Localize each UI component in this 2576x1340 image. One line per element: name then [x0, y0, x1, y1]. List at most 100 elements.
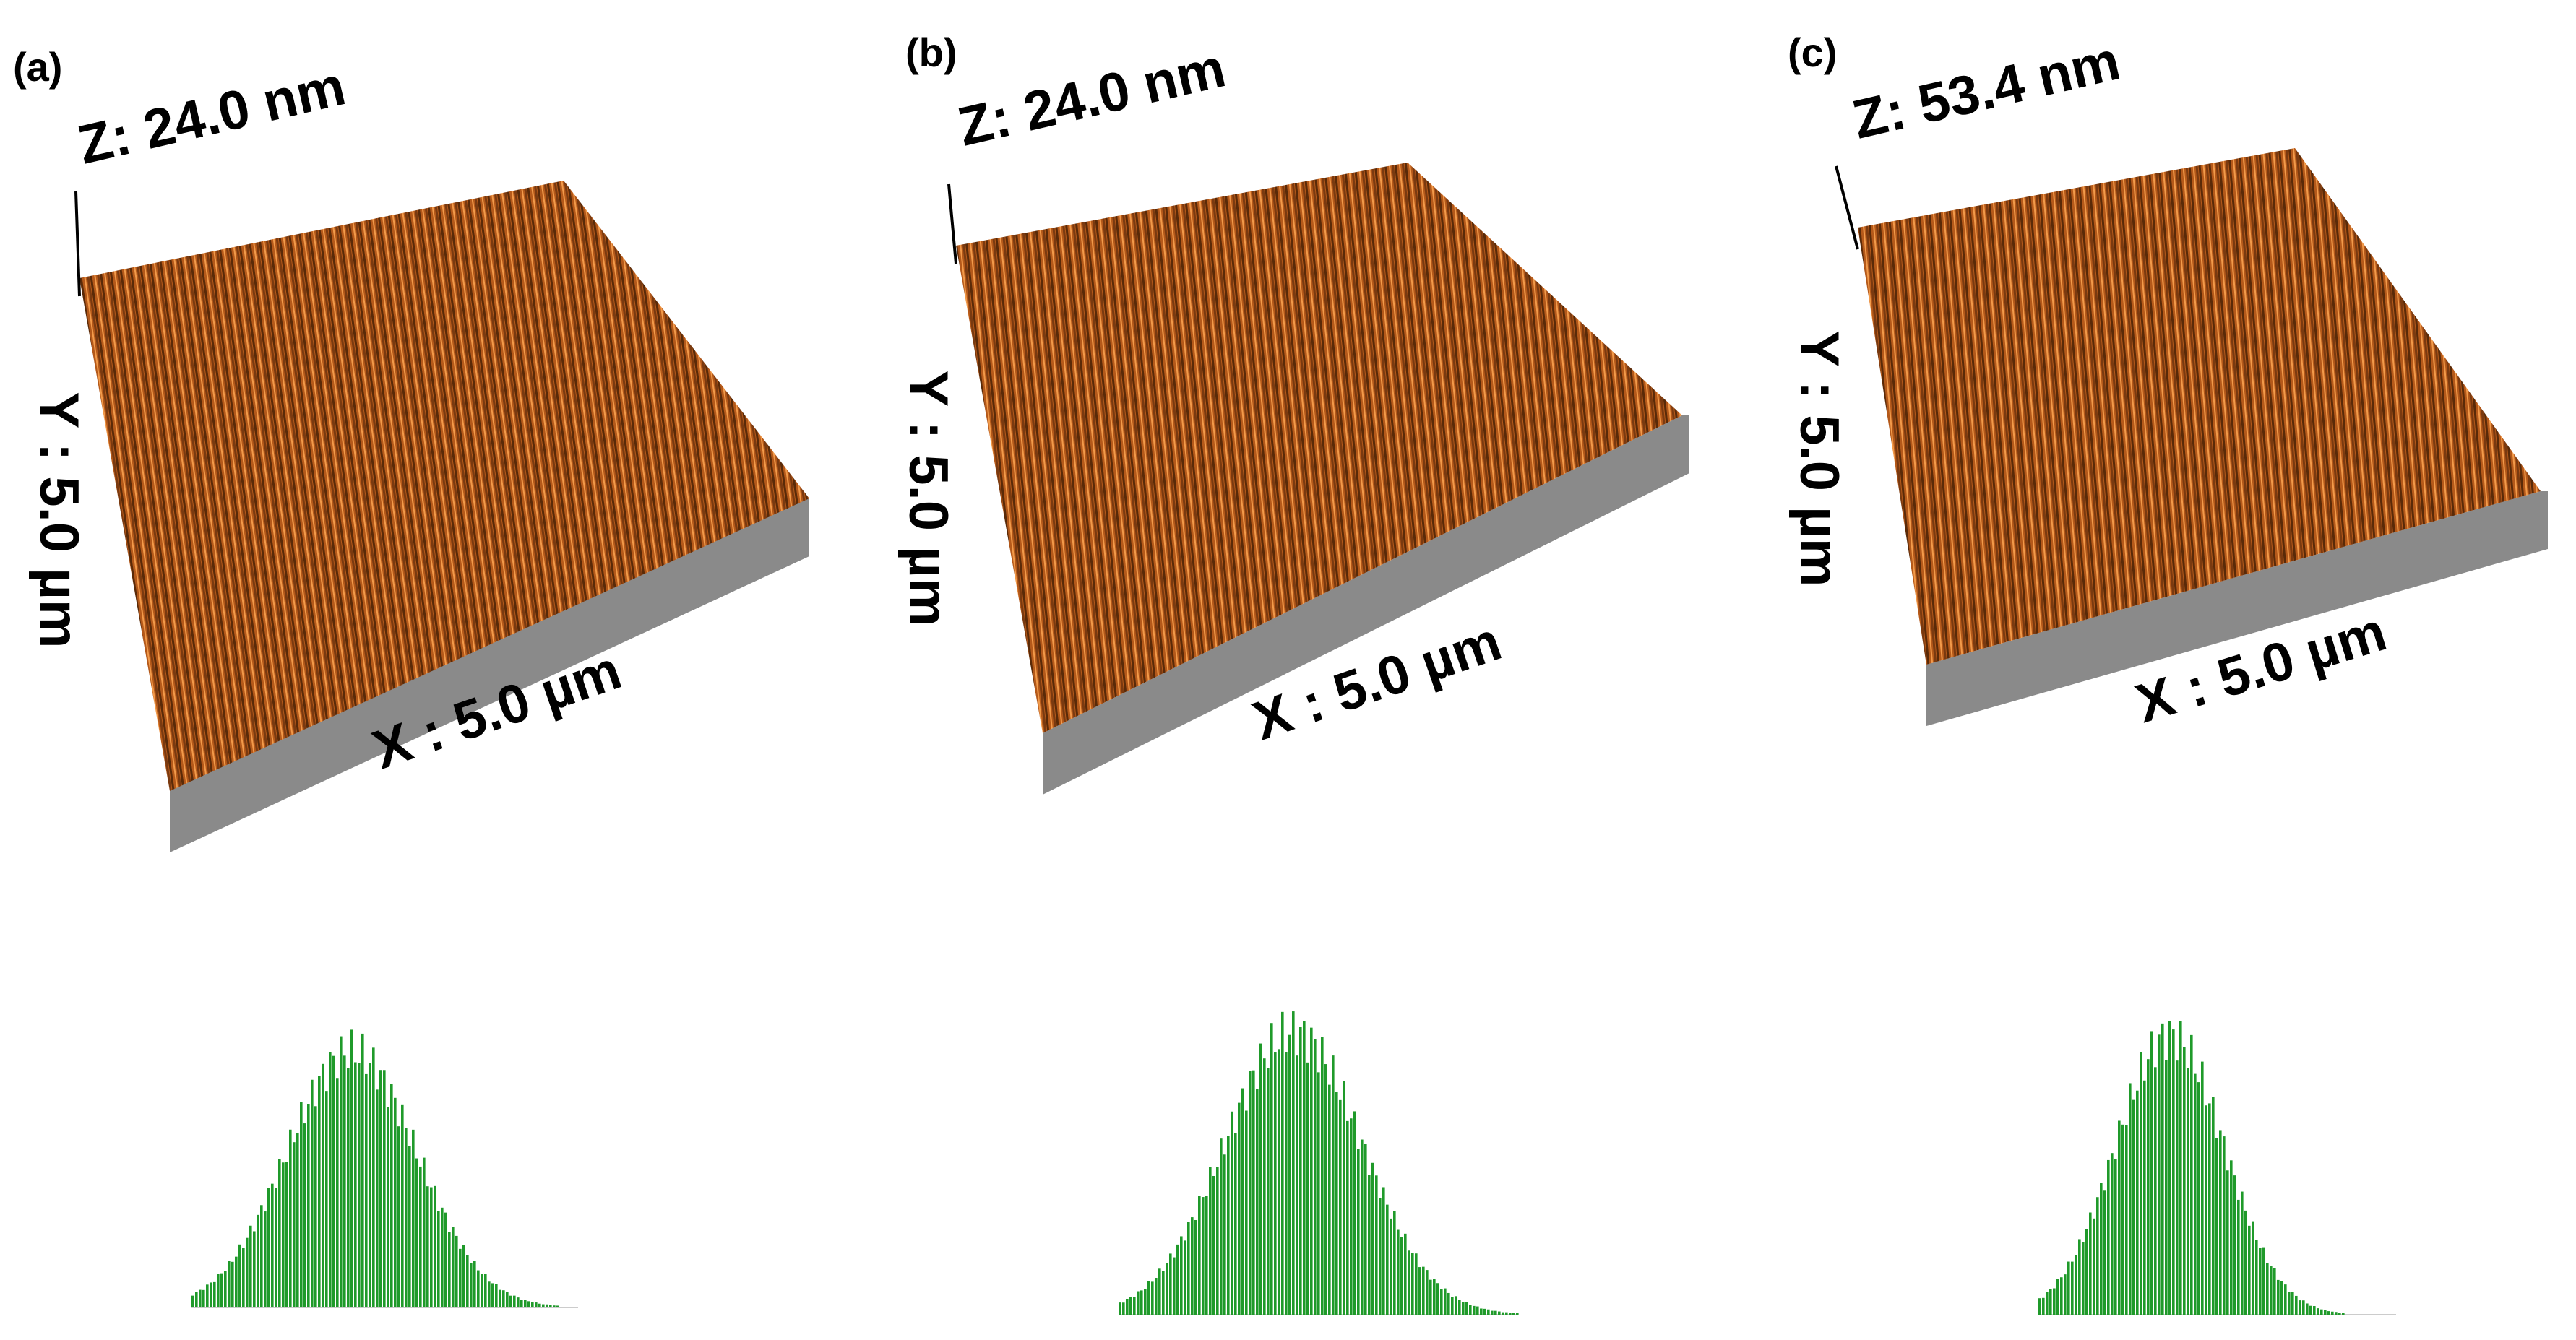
histogram-bar [499, 1289, 501, 1307]
histogram-bar [2331, 1311, 2334, 1315]
histogram-bar [2129, 1083, 2132, 1315]
histogram-bar [191, 1295, 194, 1307]
histogram-bar [1357, 1149, 1360, 1315]
histogram-bar [1462, 1302, 1465, 1315]
histogram-bar [2121, 1124, 2124, 1315]
histogram-bar [235, 1256, 238, 1307]
histogram-bar [1169, 1253, 1172, 1315]
histogram-bar [2082, 1242, 2085, 1315]
histogram-bar [524, 1300, 527, 1307]
histogram-bar [502, 1290, 505, 1307]
histogram-bar [2248, 1225, 2251, 1315]
histogram-bar [340, 1036, 343, 1307]
histogram-bar [311, 1079, 314, 1307]
height-histogram-b [1119, 1011, 1519, 1315]
histogram-bar [2179, 1021, 2182, 1315]
histogram-bar [2085, 1229, 2088, 1315]
histogram-bar [278, 1159, 281, 1307]
histogram-bar [2255, 1240, 2258, 1315]
histogram-bar [1216, 1167, 1219, 1315]
histogram-bar [354, 1062, 357, 1307]
histogram-bar [275, 1188, 277, 1307]
histogram-bar [285, 1162, 288, 1307]
histogram-bar [253, 1231, 256, 1307]
histogram-bar [387, 1107, 389, 1307]
histogram-bar [1321, 1037, 1324, 1315]
histogram-bar [448, 1232, 451, 1307]
histogram-bar [2273, 1268, 2276, 1315]
histogram-bar [1375, 1175, 1378, 1315]
histogram-bar [1249, 1071, 1252, 1315]
histogram-bar [1173, 1257, 1176, 1315]
panel-a: (a) Z: 24.0 nm Y : 5.0 µm X : 5.0 µm [0, 0, 858, 1340]
histogram-bar [430, 1187, 433, 1307]
histogram-bar [1328, 1084, 1331, 1315]
y-axis-label: Y : 5.0 µm [897, 370, 959, 627]
histogram-bar [1491, 1310, 1494, 1315]
histogram-bar [423, 1157, 426, 1307]
histogram-bar [347, 1068, 350, 1307]
histogram-bar [2280, 1281, 2283, 1315]
histogram-bar [1512, 1313, 1515, 1315]
histogram-bar [1498, 1311, 1501, 1315]
rough-surface [1858, 148, 2541, 665]
histogram-bar [1285, 1052, 1288, 1315]
histogram-bar [2335, 1312, 2338, 1315]
histogram-bar [553, 1305, 556, 1307]
histogram-bar [336, 1078, 339, 1307]
histogram-bar [2165, 1060, 2168, 1315]
histogram-bar [470, 1263, 473, 1307]
histogram-bar [2056, 1279, 2059, 1315]
substrate-edge [1043, 415, 1689, 795]
histogram-bar [1158, 1268, 1161, 1315]
histogram-bar [379, 1070, 382, 1307]
histogram-bar [213, 1281, 216, 1307]
afm-surface-c [1835, 148, 2548, 726]
histogram-bar [217, 1274, 220, 1307]
histogram-bar [459, 1248, 462, 1307]
histogram-bar [1408, 1250, 1410, 1315]
histogram-bar [257, 1214, 259, 1307]
histogram-bar [1263, 1058, 1266, 1315]
histogram-bar [199, 1289, 202, 1307]
histogram-bar [2219, 1130, 2222, 1315]
histogram-bar [2118, 1120, 2121, 1315]
histogram-bar [401, 1104, 404, 1307]
histogram-bar [390, 1084, 393, 1307]
histogram-bar [2309, 1305, 2312, 1315]
panel-label: (a) [13, 44, 63, 90]
histogram-bar [1191, 1217, 1194, 1315]
histogram-bar [1267, 1068, 1270, 1315]
histogram-bar [2187, 1068, 2189, 1315]
histogram-bar [1422, 1266, 1425, 1315]
histogram-bar [531, 1302, 534, 1307]
histogram-bar [2302, 1300, 2305, 1315]
histogram-bar [1465, 1302, 1468, 1315]
histogram-bar [1393, 1211, 1396, 1315]
histogram-bar [1418, 1267, 1421, 1315]
histogram-bar [1126, 1298, 1129, 1315]
histogram-bar [2291, 1292, 2294, 1315]
panel-label: (c) [1788, 30, 1838, 75]
histogram-bar [195, 1292, 198, 1307]
histogram-bar [1212, 1175, 1215, 1315]
histogram-bar [2114, 1159, 2117, 1315]
histogram-bar [1440, 1289, 1443, 1315]
histogram-bar [372, 1047, 375, 1307]
histogram-bar [1209, 1167, 1212, 1315]
histogram-bar [2071, 1261, 2074, 1315]
histogram-bar [1494, 1310, 1497, 1315]
histogram-bar [1162, 1271, 1165, 1315]
histogram-bar [1317, 1072, 1320, 1315]
histogram-bar [1476, 1306, 1479, 1315]
histogram-bar [369, 1063, 371, 1307]
histogram-bar [462, 1245, 465, 1307]
histogram-bar [2158, 1034, 2161, 1315]
histogram-bar [1252, 1070, 1255, 1315]
histogram-bar [405, 1128, 408, 1307]
histogram-bar [2183, 1047, 2186, 1315]
histogram-bar [2226, 1170, 2229, 1315]
histogram-bar [495, 1284, 498, 1307]
histogram-bar [520, 1300, 523, 1307]
histogram-bar [491, 1283, 494, 1307]
